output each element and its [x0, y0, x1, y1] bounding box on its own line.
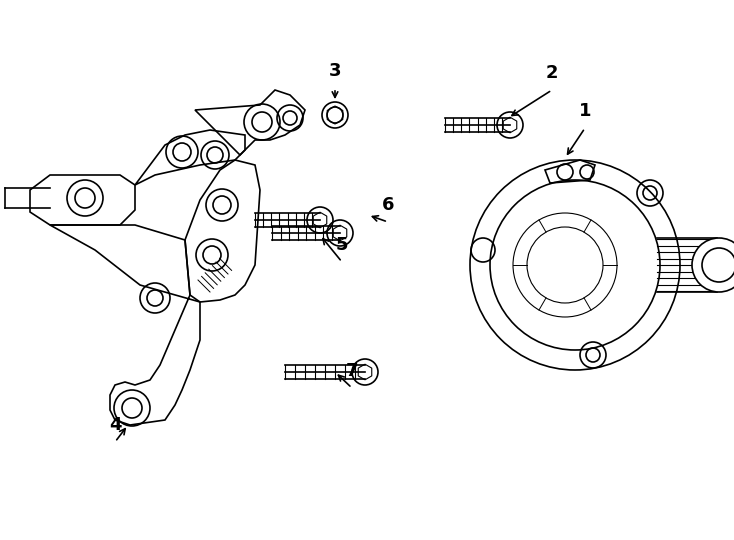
- Text: 7: 7: [346, 362, 358, 380]
- Text: 1: 1: [578, 102, 592, 120]
- Text: 4: 4: [109, 416, 121, 434]
- Text: 5: 5: [335, 236, 348, 254]
- Text: 3: 3: [329, 62, 341, 80]
- Text: 2: 2: [546, 64, 559, 82]
- Circle shape: [692, 238, 734, 292]
- Text: 6: 6: [382, 196, 394, 214]
